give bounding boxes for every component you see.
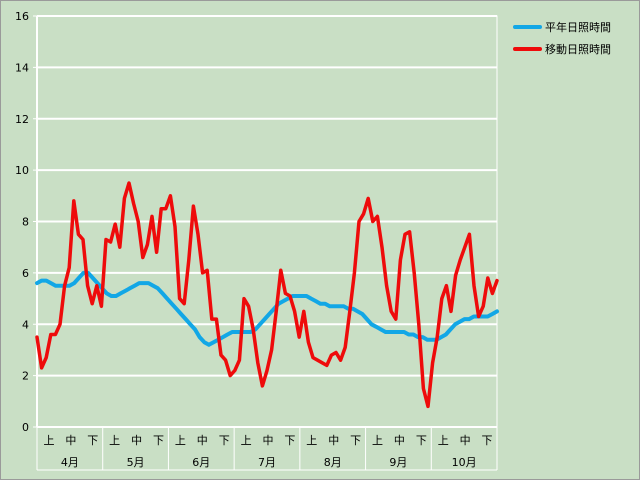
x-subperiod-label: 上 [372,434,383,447]
x-subperiod-label: 下 [482,434,493,447]
x-month-label: 7月 [258,456,276,469]
y-tick-label: 12 [15,113,29,126]
y-tick-label: 2 [22,370,29,383]
y-tick-label: 4 [22,318,29,331]
x-subperiod-label: 中 [263,434,274,447]
x-subperiod-label: 中 [460,434,471,447]
y-tick-label: 6 [22,267,29,280]
x-subperiod-label: 下 [350,434,361,447]
x-subperiod-label: 上 [43,434,54,447]
x-month-label: 6月 [192,456,210,469]
x-subperiod-label: 上 [109,434,120,447]
x-month-label: 9月 [389,456,407,469]
x-subperiod-label: 中 [131,434,142,447]
x-subperiod-label: 上 [175,434,186,447]
legend-label-0: 平年日照時間 [545,20,611,34]
y-tick-label: 8 [22,216,29,229]
x-subperiod-label: 中 [394,434,405,447]
y-tick-label: 0 [22,421,29,434]
x-month-label: 4月 [61,456,79,469]
legend-label-1: 移動日照時間 [545,42,611,56]
x-subperiod-label: 上 [306,434,317,447]
x-subperiod-label: 下 [284,434,295,447]
y-tick-label: 14 [15,61,29,74]
series [35,181,499,409]
x-month-label: 8月 [324,456,342,469]
x-subperiod-label: 下 [87,434,98,447]
x-subperiod-label: 下 [416,434,427,447]
x-subperiod-label: 下 [219,434,230,447]
x-subperiod-label: 中 [65,434,76,447]
x-subperiod-label: 上 [241,434,252,447]
x-subperiod-label: 中 [197,434,208,447]
x-subperiod-label: 下 [153,434,164,447]
grid [36,15,498,428]
x-month-label: 5月 [127,456,145,469]
x-month-label: 10月 [452,456,477,469]
series-line-1 [35,181,499,409]
y-tick-label: 16 [15,10,29,23]
axes: 0246810121416上中下4月上中下5月上中下6月上中下7月上中下8月上中… [15,10,498,471]
x-subperiod-label: 上 [438,434,449,447]
x-subperiod-label: 中 [328,434,339,447]
y-tick-label: 10 [15,164,29,177]
